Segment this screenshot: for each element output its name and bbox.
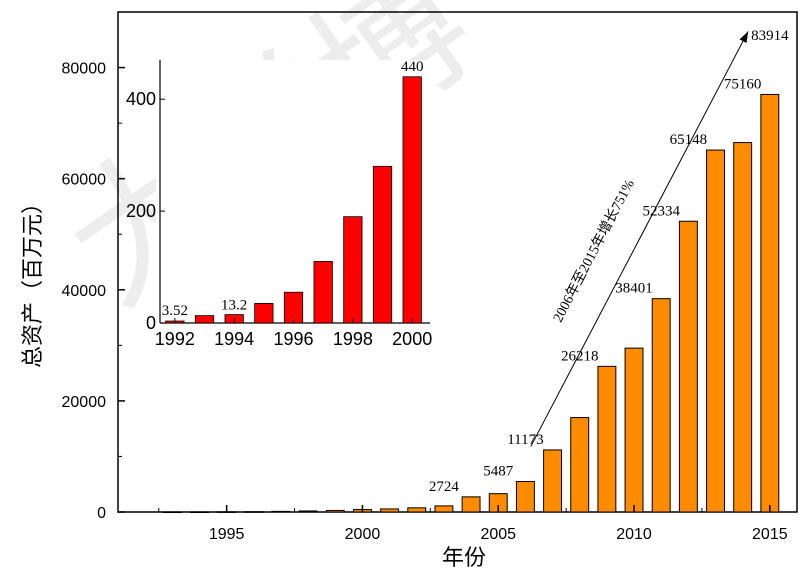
inset-x-tick-label-2000: 2000 xyxy=(392,329,432,349)
bar-2011 xyxy=(651,298,671,513)
bar-1996 xyxy=(244,511,264,513)
data-label-2012: 65148 xyxy=(670,132,708,148)
data-label-2015: 83914 xyxy=(751,28,789,44)
inset-chart: 1992 1994 1996 1998 2000 0 200 400 3.52 13.2 440 xyxy=(126,59,434,353)
inset-y-tick-label-400: 400 xyxy=(126,89,156,109)
bar-1997 xyxy=(271,510,291,513)
inset-bar-1997 xyxy=(313,261,333,324)
x-axis-label: 年份 xyxy=(442,545,486,570)
bar-1998 xyxy=(298,510,318,513)
y-tick-label-40000: 40000 xyxy=(62,283,107,300)
bar-2010 xyxy=(624,347,644,513)
inset-x-tick-label-1994: 1994 xyxy=(214,329,254,349)
inset-x-tick-label-1998: 1998 xyxy=(333,329,373,349)
bar-2012 xyxy=(678,220,698,513)
inset-bar-1995 xyxy=(254,303,274,324)
main-chart: 1995 2000 2005 2010 201502000040000600008000… xyxy=(62,11,798,543)
growth-annotation: 2006年至2015年增长751% xyxy=(550,177,638,325)
inset-x-tick-label-1992: 1992 xyxy=(155,329,195,349)
growth-arrow-line xyxy=(530,31,749,447)
bar-1994 xyxy=(190,511,209,514)
x-tick-label-2015: 2015 xyxy=(752,526,788,543)
y-tick-label-60000: 60000 xyxy=(62,172,107,189)
bar-2015 xyxy=(760,93,780,513)
inset-data-label-1992: 3.52 xyxy=(162,303,188,319)
bar-2008 xyxy=(570,417,590,513)
bar-2007 xyxy=(543,449,563,513)
inset-bar-1993 xyxy=(194,315,215,324)
bar-2009 xyxy=(597,365,617,513)
x-tick-label-1995: 1995 xyxy=(209,526,245,543)
data-label-2006: 11173 xyxy=(507,432,543,448)
data-label-2010: 38401 xyxy=(615,281,653,297)
plot-frame xyxy=(117,11,798,513)
y-tick-label-80000: 80000 xyxy=(62,61,107,78)
bar-1999 xyxy=(325,509,345,513)
inset-data-label-1994: 13.2 xyxy=(221,298,247,314)
data-label-2008: 26218 xyxy=(561,348,599,364)
bar-2001 xyxy=(380,508,400,513)
inset-y-tick-label-0: 0 xyxy=(146,313,156,333)
inset-bar-1998 xyxy=(343,216,363,324)
inset-x-tick-label-1996: 1996 xyxy=(273,329,313,349)
y-tick-label-20000: 20000 xyxy=(62,394,107,411)
data-label-2011: 52334 xyxy=(642,203,680,219)
growth-arrow-head xyxy=(739,31,749,44)
inset-bar-1999 xyxy=(372,165,393,324)
data-label-2003: 2724 xyxy=(429,479,460,495)
bar-2004 xyxy=(461,496,481,513)
x-tick-label-2010: 2010 xyxy=(616,526,652,543)
data-label-2005: 5487 xyxy=(483,464,514,480)
bar-2003 xyxy=(434,505,454,513)
inset-bar-2000 xyxy=(402,76,422,324)
bar-2006 xyxy=(515,481,535,513)
bar-2013 xyxy=(706,149,725,513)
bar-2014 xyxy=(733,142,753,513)
bar-1993 xyxy=(162,511,182,514)
inset-data-label-2000: 440 xyxy=(401,59,424,75)
data-label-2014: 75160 xyxy=(724,76,762,92)
x-tick-label-2000: 2000 xyxy=(345,526,381,543)
bar-2002 xyxy=(407,507,427,513)
y-axis-label: 总资产（百万元） xyxy=(20,192,45,368)
y-tick-label-0: 0 xyxy=(97,505,106,522)
inset-y-tick-label-200: 200 xyxy=(126,201,156,221)
x-tick-label-2005: 2005 xyxy=(480,526,516,543)
